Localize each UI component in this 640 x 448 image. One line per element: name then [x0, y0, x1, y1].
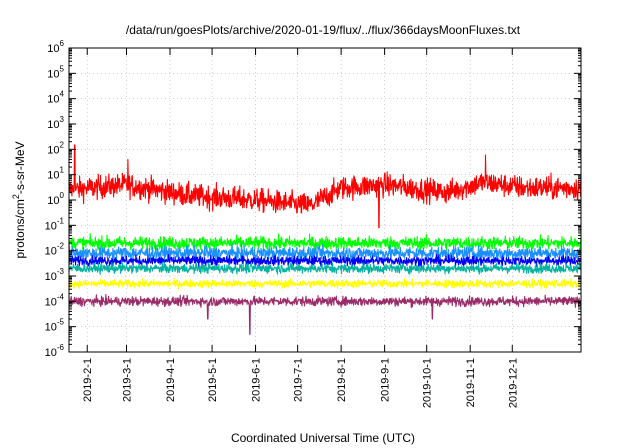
- y-tick-label: 10-1: [45, 216, 65, 232]
- y-tick-label: 10-2: [45, 242, 65, 258]
- x-tick-label: 2019-12-1: [507, 358, 519, 408]
- x-tick-label: 2019-4-1: [165, 358, 177, 402]
- chart-title: /data/run/goesPlots/archive/2020-01-19/f…: [126, 23, 521, 37]
- x-tick-label: 2019-7-1: [293, 358, 305, 402]
- series-layer: [68, 144, 582, 335]
- x-tick-label: 2019-2-1: [82, 358, 94, 402]
- x-tick-label: 2019-3-1: [122, 358, 134, 402]
- series-line-3: [68, 253, 582, 268]
- y-axis-label-sup: 2: [11, 194, 21, 199]
- series-line-4: [68, 261, 582, 275]
- series-line-1: [68, 233, 582, 253]
- y-tick-label: 100: [47, 191, 64, 207]
- y-tick-label: 10-5: [45, 318, 65, 334]
- series-line-0: [68, 144, 582, 229]
- y-tick-label: 102: [47, 140, 64, 156]
- y-tick-label: 10-3: [45, 267, 65, 283]
- x-tick-label: 2019-10-1: [422, 358, 434, 408]
- y-tick-label: 103: [47, 115, 64, 131]
- series-line-5: [68, 277, 582, 290]
- series-line-2: [68, 243, 582, 264]
- y-tick-label: 106: [47, 39, 64, 55]
- x-tick-label: 2019-8-1: [336, 358, 348, 402]
- plot-area: [68, 47, 582, 353]
- y-tick-label: 105: [47, 64, 64, 80]
- x-tick-label: 2019-6-1: [251, 358, 263, 402]
- x-axis-label: Coordinated Universal Time (UTC): [231, 431, 415, 445]
- y-tick-label: 104: [47, 90, 64, 106]
- x-tick-label: 2019-5-1: [207, 358, 219, 402]
- y-tick-label: 10-6: [45, 343, 65, 359]
- y-tick-label: 101: [47, 166, 64, 182]
- x-tick-label: 2019-11-1: [465, 358, 477, 407]
- y-tick-label: 10-4: [45, 292, 65, 308]
- y-axis-label-tail: -s-sr-MeV: [13, 141, 27, 194]
- y-axis-label: protons/cm2-s-sr-MeV: [11, 141, 27, 258]
- x-axis: 2019-2-1 2019-3-1 2019-4-1 2019-5-1 2019-6-1…: [82, 48, 519, 408]
- series-line-6: [68, 293, 582, 335]
- x-tick-label: 2019-9-1: [380, 358, 392, 402]
- y-axis-label-base: protons/cm: [13, 199, 27, 258]
